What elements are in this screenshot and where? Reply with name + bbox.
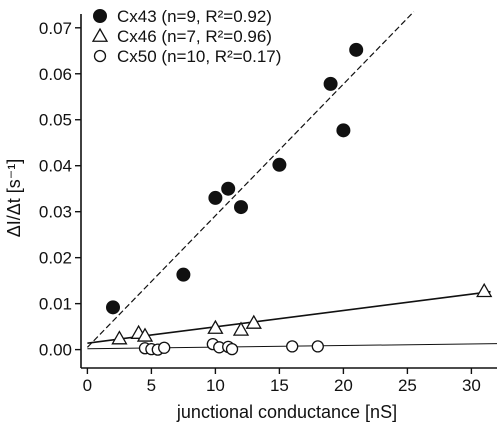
data-point-series-3: [286, 340, 299, 353]
legend-label-series-1: Cx43 (n=9, R²=0.92): [117, 7, 272, 26]
data-point-series-1: [349, 42, 364, 57]
y-tick-label: 0.06: [39, 65, 72, 84]
fit-line-series-2: [87, 290, 491, 344]
legend-label-series-3: Cx50 (n=10, R²=0.17): [117, 47, 281, 66]
x-tick-label: 10: [206, 376, 225, 395]
data-point-series-1: [272, 157, 287, 172]
y-tick-label: 0.05: [39, 111, 72, 130]
x-tick-label: 5: [147, 376, 156, 395]
x-tick-label: 15: [270, 376, 289, 395]
axes: 0 5 10 15 20 25 30 0.00 0.01 0.02 0.03 0.04 0.05 0.06…: [39, 14, 497, 395]
data-point-series-3: [158, 341, 171, 354]
data-point-series-2: [207, 319, 224, 334]
legend-label-series-2: Cx46 (n=7, R²=0.96): [117, 27, 272, 46]
x-tick-label: 20: [334, 376, 353, 395]
y-tick-label: 0.01: [39, 295, 72, 314]
x-axis-label: junctional conductance [nS]: [176, 402, 397, 422]
data-point-series-2: [136, 327, 154, 342]
y-tick-label: 0.03: [39, 203, 72, 222]
fit-line-series-1: [86, 11, 415, 348]
y-axis-label: ΔI/Δt [s⁻¹]: [4, 159, 24, 238]
y-tick-label: 0.02: [39, 249, 72, 268]
legend-marker-series-1: [93, 9, 107, 23]
data-point-series-1: [323, 76, 338, 91]
data-point-series-2: [476, 282, 493, 298]
data-points: [106, 42, 493, 356]
x-tick-label: 0: [83, 376, 92, 395]
data-point-series-1: [336, 123, 351, 138]
data-point-series-1: [208, 190, 223, 205]
legend-marker-series-3: [93, 49, 107, 63]
data-point-series-2: [232, 321, 250, 336]
data-point-series-2: [111, 330, 128, 345]
x-tick-label: 30: [462, 376, 481, 395]
y-tick-label: 0.07: [39, 19, 72, 38]
legend-marker-series-2: [91, 27, 109, 42]
data-point-series-3: [225, 343, 239, 356]
data-point-series-1: [106, 300, 120, 315]
data-point-series-1: [221, 181, 236, 196]
data-point-series-2: [245, 314, 262, 329]
y-tick-label: 0.00: [39, 341, 72, 360]
data-point-series-3: [311, 340, 324, 353]
data-point-series-1: [234, 200, 248, 215]
data-point-series-1: [176, 267, 191, 282]
legend: Cx43 (n=9, R²=0.92)Cx46 (n=7, R²=0.96)Cx…: [91, 7, 281, 66]
y-tick-label: 0.04: [39, 157, 72, 176]
x-tick-label: 25: [398, 376, 417, 395]
